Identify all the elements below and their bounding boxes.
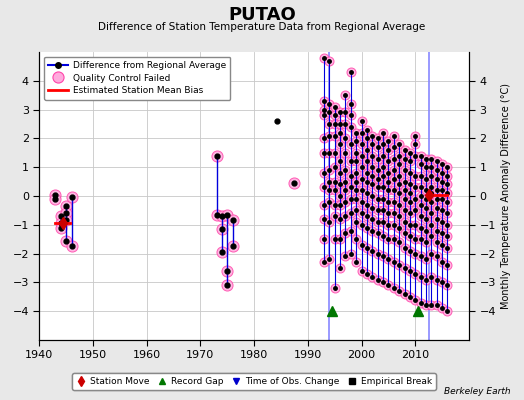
Text: PUTAO: PUTAO <box>228 6 296 24</box>
Text: Difference of Station Temperature Data from Regional Average: Difference of Station Temperature Data f… <box>99 22 425 32</box>
Legend: Station Move, Record Gap, Time of Obs. Change, Empirical Break: Station Move, Record Gap, Time of Obs. C… <box>72 373 436 390</box>
Y-axis label: Monthly Temperature Anomaly Difference (°C): Monthly Temperature Anomaly Difference (… <box>501 83 511 309</box>
Text: Berkeley Earth: Berkeley Earth <box>444 387 511 396</box>
